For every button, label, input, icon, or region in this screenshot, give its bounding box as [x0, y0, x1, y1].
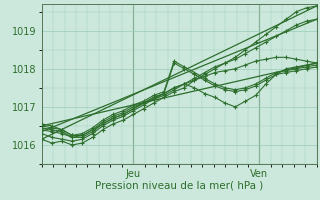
X-axis label: Pression niveau de la mer( hPa ): Pression niveau de la mer( hPa ) — [95, 180, 263, 190]
